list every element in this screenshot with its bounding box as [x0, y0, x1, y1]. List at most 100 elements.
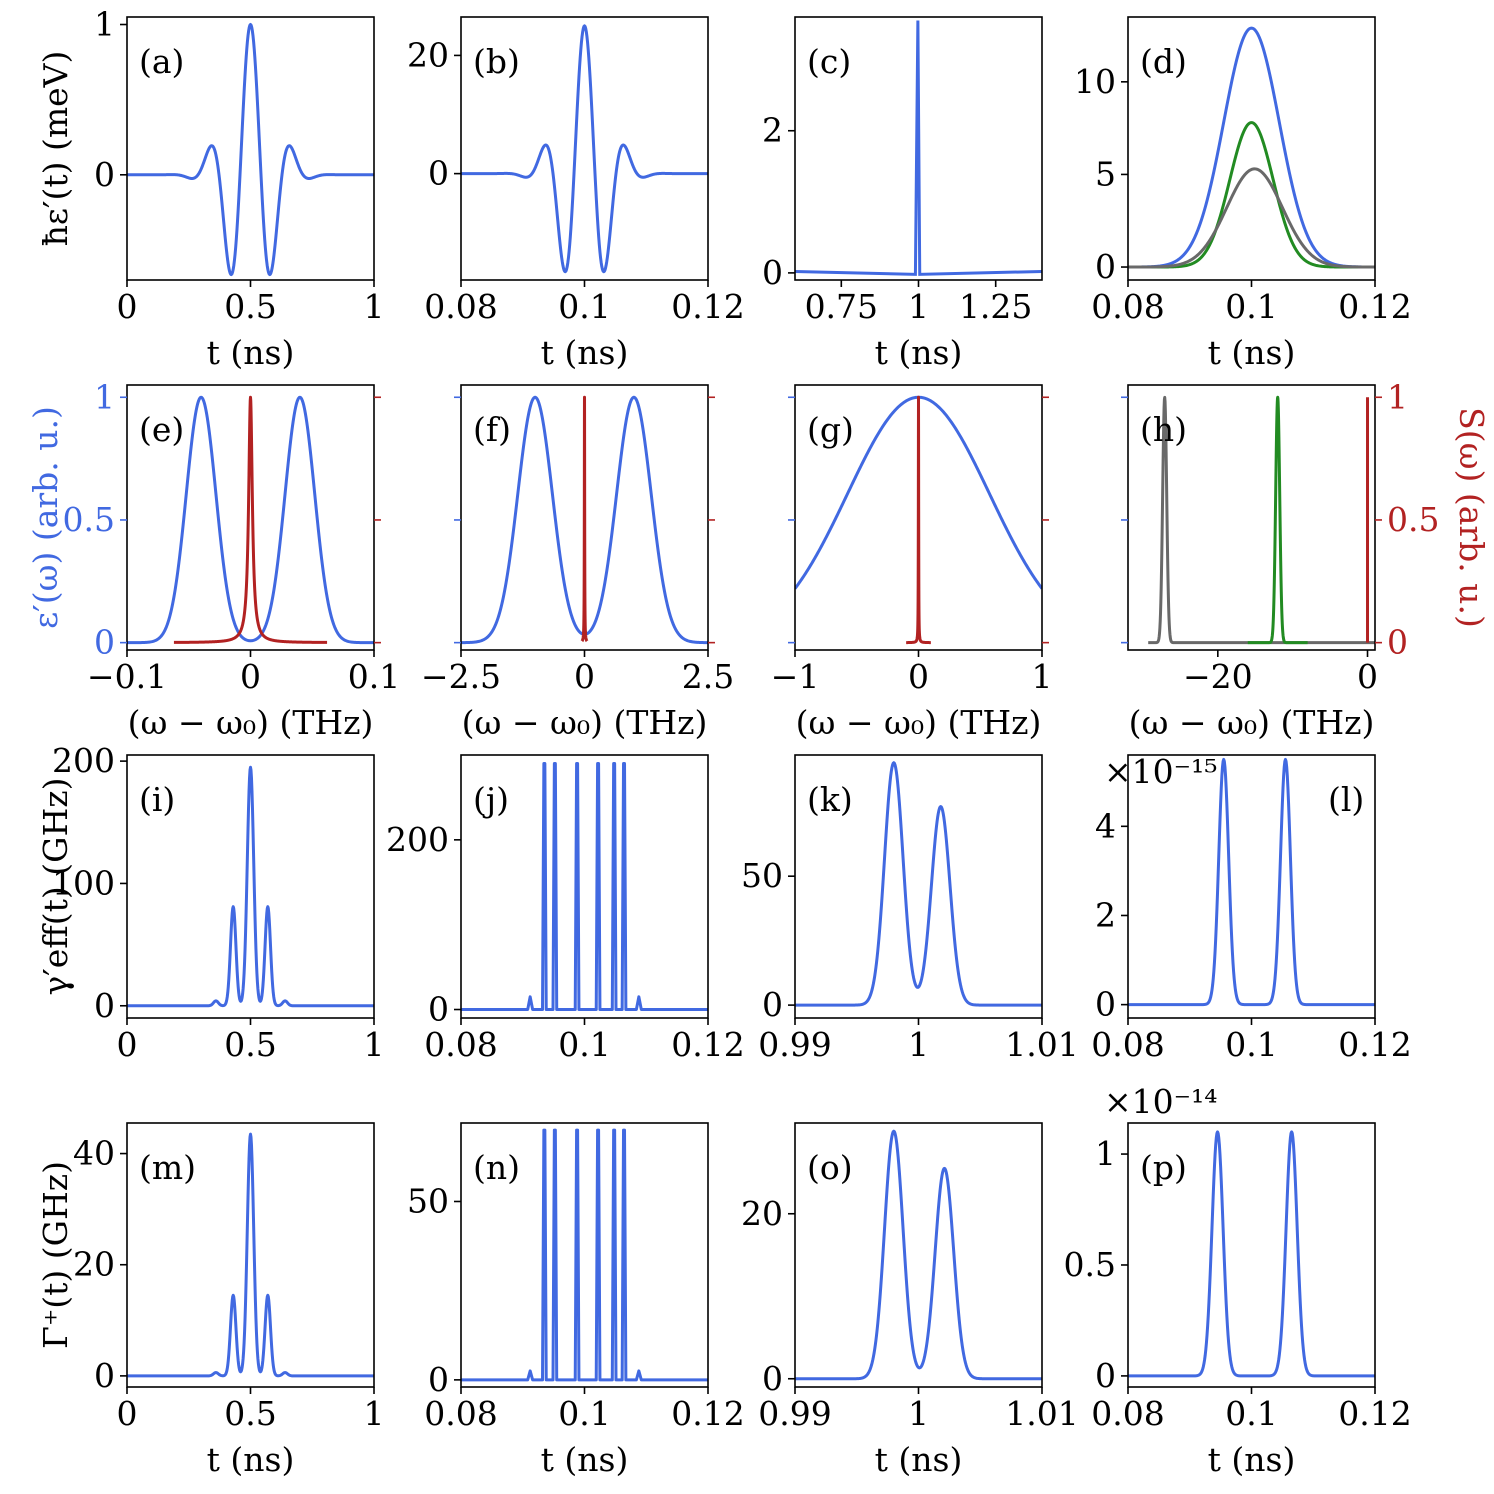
ytick-label-d: 5 [1095, 154, 1116, 193]
xtick-label-l: 0.08 [1091, 1025, 1164, 1064]
series-l-gamma [1128, 757, 1375, 1007]
series-d-gray [1128, 167, 1375, 269]
xtick-label-k: 1.01 [1005, 1025, 1078, 1064]
xlabel-o: t (ns) [875, 1440, 963, 1479]
series-b-field [461, 24, 708, 274]
panel-l: 0.08 0.1 0.12 0 2 4 (l) ×10⁻¹⁵ [1091, 752, 1411, 1064]
xtick-label-h: −20 [1183, 657, 1253, 696]
ytick-label-d: 10 [1074, 62, 1116, 101]
ytick-label-e: 0.5 [63, 500, 115, 539]
ytick-label-o: 20 [741, 1194, 783, 1233]
panel-h-data [1147, 395, 1375, 645]
xtick-label-c: 1.25 [959, 287, 1032, 326]
ytick-label-m: 0 [94, 1356, 115, 1395]
panel-g: −1 0 1 (g) (ω − ω₀) (THz) [771, 384, 1053, 742]
ylabel-a: ħε′(t) (meV) [36, 51, 75, 247]
series-c-field [795, 20, 1042, 276]
panel-d: 0.08 0.1 0.12 0 5 10 (d) t (ns) [1074, 16, 1412, 372]
ytick-label-a: 0 [94, 155, 115, 194]
ylabel-e: ε′(ω) (arb. u.) [26, 406, 65, 629]
panel-n-data [461, 1128, 708, 1382]
series-g-s- [904, 395, 933, 645]
xtick-label-m: 0.5 [224, 1394, 276, 1433]
xtick-label-p: 0.12 [1338, 1394, 1411, 1433]
xlabel-e: (ω − ω₀) (THz) [128, 703, 374, 742]
ytick-label-k: 0 [762, 985, 783, 1024]
panel-label-j: (j) [473, 780, 509, 819]
xtick-label-o: 1.01 [1005, 1394, 1078, 1433]
xtick-label-g: 1 [1032, 657, 1053, 696]
panel-j: 0.08 0.1 0.12 0 200 (j) [386, 754, 745, 1064]
panel-f-data [461, 395, 708, 645]
panel-i: 0 0.5 1 0 100 200 (i) γ′eff(t) (GHz) [36, 741, 385, 1064]
ytick-label-h: 1 [1387, 377, 1408, 416]
panel-h: −20 00 0.5 1 (h) (ω − ω₀) (THz) S(ω) (arb. u.) [1121, 377, 1491, 742]
panel-d-data [1128, 26, 1375, 269]
xtick-label-n: 0.12 [671, 1394, 744, 1433]
ytick-label-e: 0 [94, 623, 115, 662]
panel-label-m: (m) [139, 1148, 196, 1187]
xtick-label-n: 0.1 [558, 1394, 610, 1433]
panel-a: 0 0.5 1 0 1 (a) t (ns) ħε′(t) (meV) [36, 5, 385, 372]
ytick-label-j: 200 [386, 820, 449, 859]
xtick-label-l: 0.12 [1338, 1025, 1411, 1064]
xtick-label-k: 1 [908, 1025, 929, 1064]
panel-c-data [795, 20, 1042, 276]
xtick-label-f: 2.5 [682, 657, 734, 696]
panel-label-e: (e) [139, 410, 184, 449]
series-a-field [127, 23, 374, 277]
panel-h-frame [1127, 384, 1376, 651]
xtick-label-j: 0.12 [671, 1025, 744, 1064]
xtick-label-f: −2.5 [421, 657, 501, 696]
ylabel-m: Γ⁺(t) (GHz) [36, 1161, 75, 1349]
xtick-label-p: 0.1 [1225, 1394, 1277, 1433]
ytick-label-l: 2 [1095, 895, 1116, 934]
ytick-label-j: 0 [428, 990, 449, 1029]
xtick-label-b: 0.12 [671, 287, 744, 326]
panel-n: 0.08 0.1 0.12 0 50 (n) t (ns) [407, 1122, 745, 1479]
ylabel-i: γ′eff(t) (GHz) [36, 778, 75, 996]
series-m-gamma [127, 1132, 374, 1378]
xtick-label-o: 1 [908, 1394, 929, 1433]
ytick-label-n: 50 [407, 1181, 449, 1220]
ytick-label-p: 0 [1095, 1356, 1116, 1395]
ytick-label-h: 0.5 [1387, 500, 1439, 539]
series-i-gamma [127, 765, 374, 1008]
ytick-label-c: 2 [762, 111, 783, 150]
xlabel-c: t (ns) [875, 333, 963, 372]
xlabel-p: t (ns) [1208, 1440, 1296, 1479]
xtick-label-i: 0.5 [224, 1025, 276, 1064]
xtick-label-c: 1 [908, 287, 929, 326]
xtick-label-e: 0.1 [348, 657, 400, 696]
xtick-label-d: 0.12 [1338, 287, 1411, 326]
series-f-s- [580, 395, 589, 643]
offset-l: ×10⁻¹⁵ [1104, 752, 1218, 791]
panel-label-d: (d) [1140, 42, 1187, 81]
panel-label-b: (b) [473, 42, 520, 81]
ytick-label-l: 4 [1095, 806, 1116, 845]
xlabel-b: t (ns) [541, 333, 629, 372]
panel-label-a: (a) [139, 42, 184, 81]
ytick-label-m: 20 [73, 1245, 115, 1284]
ytick-label-n: 0 [428, 1360, 449, 1399]
xtick-label-k: 0.99 [758, 1025, 831, 1064]
series-k-gamma [795, 761, 1042, 1007]
xlabel-g: (ω − ω₀) (THz) [796, 703, 1042, 742]
ytick-label-i: 100 [52, 863, 115, 902]
panel-m: 0 0.5 1 0 20 40 (m) t (ns) Γ⁺(t) (GHz) [36, 1122, 385, 1479]
series-e-s- [172, 395, 329, 644]
ytick-label-o: 0 [762, 1359, 783, 1398]
xtick-label-d: 0.1 [1225, 287, 1277, 326]
xtick-label-l: 0.1 [1225, 1025, 1277, 1064]
ytick-label-b: 20 [407, 35, 449, 74]
xtick-label-h: 0 [1357, 657, 1378, 696]
xtick-label-j: 0.08 [424, 1025, 497, 1064]
xtick-label-i: 0 [117, 1025, 138, 1064]
ytick-label-c: 0 [762, 253, 783, 292]
xtick-label-n: 0.08 [424, 1394, 497, 1433]
ytick-label-e: 1 [94, 377, 115, 416]
xtick-label-a: 0 [117, 287, 138, 326]
xtick-label-e: 0 [240, 657, 261, 696]
series-h-green [1246, 395, 1309, 645]
